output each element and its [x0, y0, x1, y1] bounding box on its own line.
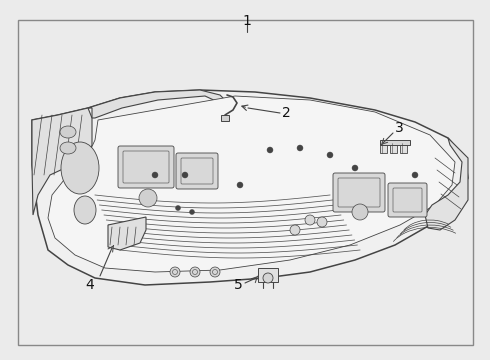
Circle shape — [139, 189, 157, 207]
Bar — [258, 268, 278, 282]
Polygon shape — [108, 217, 146, 250]
Text: 1: 1 — [243, 14, 251, 28]
Bar — [221, 115, 229, 121]
Circle shape — [182, 172, 188, 178]
Ellipse shape — [60, 126, 76, 138]
Polygon shape — [32, 108, 92, 215]
FancyBboxPatch shape — [333, 173, 385, 212]
Polygon shape — [32, 90, 468, 285]
Polygon shape — [88, 90, 230, 185]
Circle shape — [305, 215, 315, 225]
Circle shape — [352, 165, 358, 171]
FancyBboxPatch shape — [388, 183, 427, 217]
Circle shape — [190, 267, 200, 277]
Circle shape — [152, 172, 158, 178]
Circle shape — [210, 267, 220, 277]
Bar — [390, 143, 397, 153]
Ellipse shape — [60, 142, 76, 154]
Circle shape — [412, 172, 418, 178]
FancyBboxPatch shape — [118, 146, 174, 188]
Bar — [380, 143, 387, 153]
Ellipse shape — [61, 142, 99, 194]
Circle shape — [190, 210, 195, 215]
Circle shape — [170, 267, 180, 277]
Circle shape — [263, 273, 273, 283]
Circle shape — [175, 206, 180, 211]
Circle shape — [352, 204, 368, 220]
Ellipse shape — [74, 196, 96, 224]
FancyBboxPatch shape — [176, 153, 218, 189]
Circle shape — [267, 147, 273, 153]
Polygon shape — [425, 138, 468, 230]
Bar — [380, 140, 410, 145]
Circle shape — [327, 152, 333, 158]
Circle shape — [317, 217, 327, 227]
Polygon shape — [48, 96, 455, 272]
Circle shape — [290, 225, 300, 235]
Circle shape — [297, 145, 303, 151]
Text: 3: 3 — [395, 121, 404, 135]
Text: 2: 2 — [282, 106, 291, 120]
Circle shape — [237, 182, 243, 188]
Bar — [400, 143, 407, 153]
Text: 5: 5 — [234, 278, 243, 292]
Text: 4: 4 — [86, 278, 95, 292]
